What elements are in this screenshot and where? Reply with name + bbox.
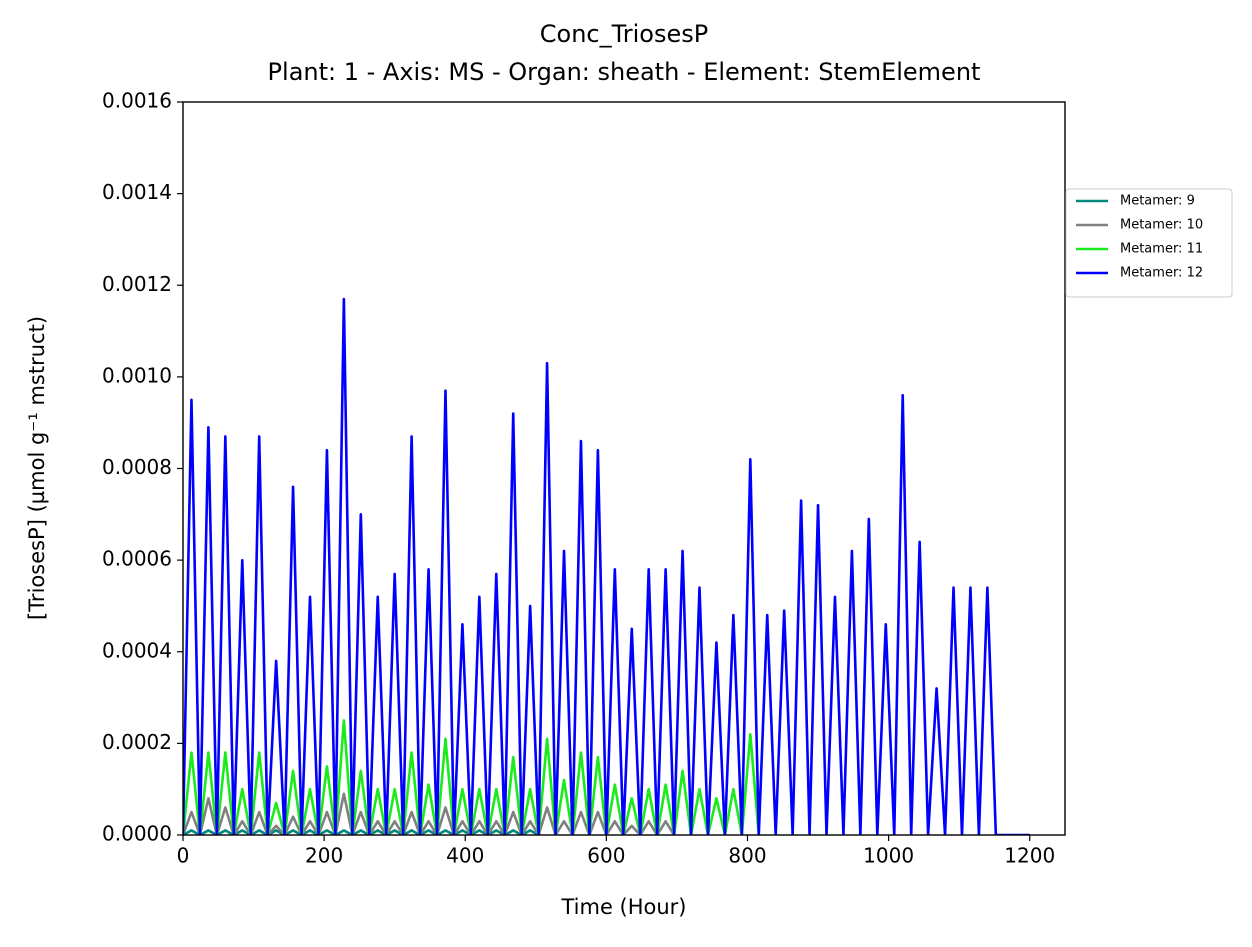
y-tick-label: 0.0002: [102, 730, 172, 754]
y-tick-label: 0.0016: [102, 89, 172, 113]
series-line: [183, 829, 540, 835]
legend-label: Metamer: 10: [1120, 218, 1203, 233]
chart-subtitle: Plant: 1 - Axis: MS - Organ: sheath - El…: [268, 58, 981, 86]
series-line: [183, 297, 1030, 835]
y-tick-label: 0.0004: [102, 638, 172, 662]
chart-title: Conc_TriosesP: [540, 20, 708, 48]
x-tick-label: 800: [728, 844, 766, 868]
series-line: [183, 792, 676, 835]
legend-box: [1065, 188, 1233, 298]
legend-label: Metamer: 9: [1120, 194, 1195, 209]
legend-label: Metamer: 11: [1120, 242, 1203, 257]
y-tick-label: 0.0008: [102, 455, 172, 479]
x-tick-label: 600: [587, 844, 625, 868]
y-tick-label: 0.0012: [102, 272, 172, 296]
x-tick-label: 1200: [1004, 844, 1055, 868]
x-tick-label: 400: [446, 844, 484, 868]
y-tick-label: 0.0000: [102, 822, 172, 846]
y-tick-label: 0.0010: [102, 363, 172, 387]
x-tick-label: 1000: [863, 844, 914, 868]
plot-frame: [182, 101, 1066, 836]
y-tick-label: 0.0006: [102, 547, 172, 571]
x-tick-label: 200: [305, 844, 343, 868]
y-axis-label: [TriosesP] (µmol g⁻¹ mstruct): [25, 316, 49, 620]
series-line: [183, 719, 761, 835]
x-axis-label: Time (Hour): [560, 895, 686, 919]
legend-label: Metamer: 12: [1120, 266, 1203, 281]
x-tick-label: 0: [177, 844, 190, 868]
y-tick-label: 0.0014: [102, 180, 172, 204]
